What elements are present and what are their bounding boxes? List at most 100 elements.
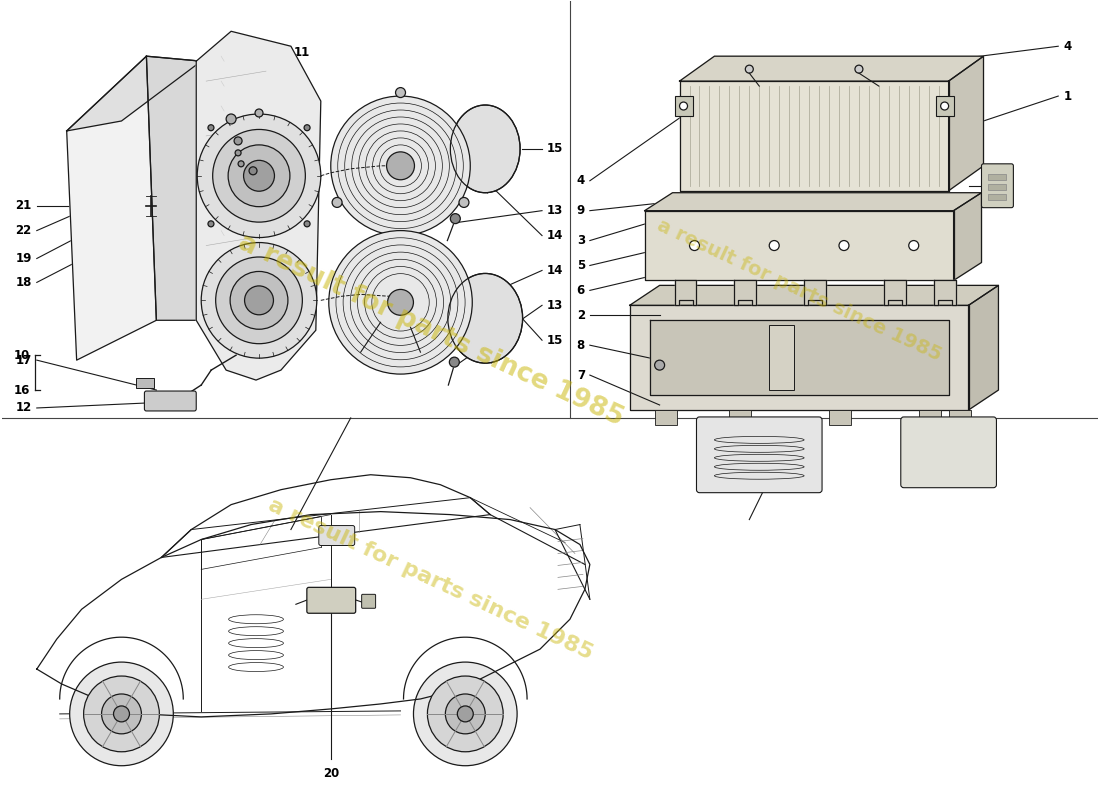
Text: 16: 16 xyxy=(13,383,30,397)
FancyBboxPatch shape xyxy=(696,417,822,493)
Polygon shape xyxy=(680,56,983,81)
Bar xyxy=(136,378,154,388)
Circle shape xyxy=(332,198,342,207)
Circle shape xyxy=(212,130,306,222)
Bar xyxy=(654,410,676,425)
FancyBboxPatch shape xyxy=(144,391,196,411)
Bar xyxy=(936,96,954,116)
Polygon shape xyxy=(67,56,156,360)
Text: 3: 3 xyxy=(576,234,585,247)
FancyBboxPatch shape xyxy=(362,594,375,608)
Text: 2: 2 xyxy=(576,309,585,322)
Circle shape xyxy=(216,257,302,344)
Circle shape xyxy=(940,102,948,110)
Circle shape xyxy=(69,662,174,766)
Text: 12: 12 xyxy=(15,402,32,414)
Text: 6: 6 xyxy=(576,284,585,297)
Circle shape xyxy=(387,290,414,315)
Ellipse shape xyxy=(448,274,522,363)
Text: 19: 19 xyxy=(15,252,32,265)
Circle shape xyxy=(386,152,415,180)
Text: 1: 1 xyxy=(1064,90,1071,102)
Bar xyxy=(989,174,1006,180)
Circle shape xyxy=(84,676,160,752)
Circle shape xyxy=(855,65,862,73)
Circle shape xyxy=(244,286,274,314)
Polygon shape xyxy=(968,286,999,410)
Text: 5: 5 xyxy=(576,259,585,272)
Circle shape xyxy=(458,706,473,722)
Polygon shape xyxy=(629,306,968,410)
Polygon shape xyxy=(735,281,757,306)
Circle shape xyxy=(227,114,236,124)
Circle shape xyxy=(228,145,290,206)
Circle shape xyxy=(329,230,472,374)
Bar xyxy=(918,410,940,425)
Circle shape xyxy=(255,109,263,117)
Circle shape xyxy=(208,125,213,130)
Circle shape xyxy=(304,221,310,227)
Text: 18: 18 xyxy=(15,276,32,289)
Polygon shape xyxy=(674,281,696,306)
Text: 14: 14 xyxy=(547,229,563,242)
Polygon shape xyxy=(883,281,905,306)
Circle shape xyxy=(654,360,664,370)
Bar xyxy=(948,410,970,425)
Circle shape xyxy=(238,161,244,167)
Text: 23: 23 xyxy=(214,46,231,59)
Circle shape xyxy=(450,357,460,367)
Text: 14: 14 xyxy=(547,264,563,277)
Text: 13: 13 xyxy=(547,204,563,217)
Circle shape xyxy=(331,96,471,235)
Text: 10: 10 xyxy=(13,349,30,362)
FancyBboxPatch shape xyxy=(319,526,354,546)
Polygon shape xyxy=(645,210,954,281)
Circle shape xyxy=(234,137,242,145)
Circle shape xyxy=(746,65,754,73)
Bar xyxy=(729,410,751,425)
Polygon shape xyxy=(629,286,999,306)
Bar xyxy=(674,96,693,116)
FancyBboxPatch shape xyxy=(307,587,355,614)
Ellipse shape xyxy=(450,105,520,193)
Circle shape xyxy=(101,694,142,734)
Text: 4: 4 xyxy=(576,174,585,187)
Polygon shape xyxy=(645,193,981,210)
Polygon shape xyxy=(948,56,983,190)
Text: 22: 22 xyxy=(15,224,32,237)
Text: 7: 7 xyxy=(576,369,585,382)
Text: 8: 8 xyxy=(576,338,585,352)
Circle shape xyxy=(459,198,469,207)
Circle shape xyxy=(414,662,517,766)
Text: a result for parts since 1985: a result for parts since 1985 xyxy=(233,230,627,431)
FancyBboxPatch shape xyxy=(981,164,1013,208)
Circle shape xyxy=(249,167,257,174)
Text: 20: 20 xyxy=(322,767,339,780)
Polygon shape xyxy=(146,56,206,320)
Circle shape xyxy=(769,241,779,250)
Polygon shape xyxy=(650,320,948,395)
Circle shape xyxy=(304,125,310,130)
Text: 17: 17 xyxy=(15,354,32,366)
Polygon shape xyxy=(934,281,956,306)
Polygon shape xyxy=(196,31,321,380)
Bar xyxy=(829,410,851,425)
Text: 13: 13 xyxy=(547,299,563,312)
Polygon shape xyxy=(954,193,981,281)
Text: a result for parts since 1985: a result for parts since 1985 xyxy=(265,495,596,664)
Circle shape xyxy=(428,676,503,752)
Text: 15: 15 xyxy=(547,142,563,155)
Text: 15: 15 xyxy=(547,334,563,346)
Circle shape xyxy=(197,114,321,238)
Text: 4: 4 xyxy=(1064,40,1071,53)
Bar xyxy=(769,326,794,390)
FancyBboxPatch shape xyxy=(901,417,997,488)
Circle shape xyxy=(909,241,918,250)
Circle shape xyxy=(690,241,700,250)
Circle shape xyxy=(446,694,485,734)
Text: 9: 9 xyxy=(576,204,585,217)
Circle shape xyxy=(235,150,241,156)
Text: 11: 11 xyxy=(294,46,310,59)
Circle shape xyxy=(450,214,460,224)
Circle shape xyxy=(113,706,130,722)
